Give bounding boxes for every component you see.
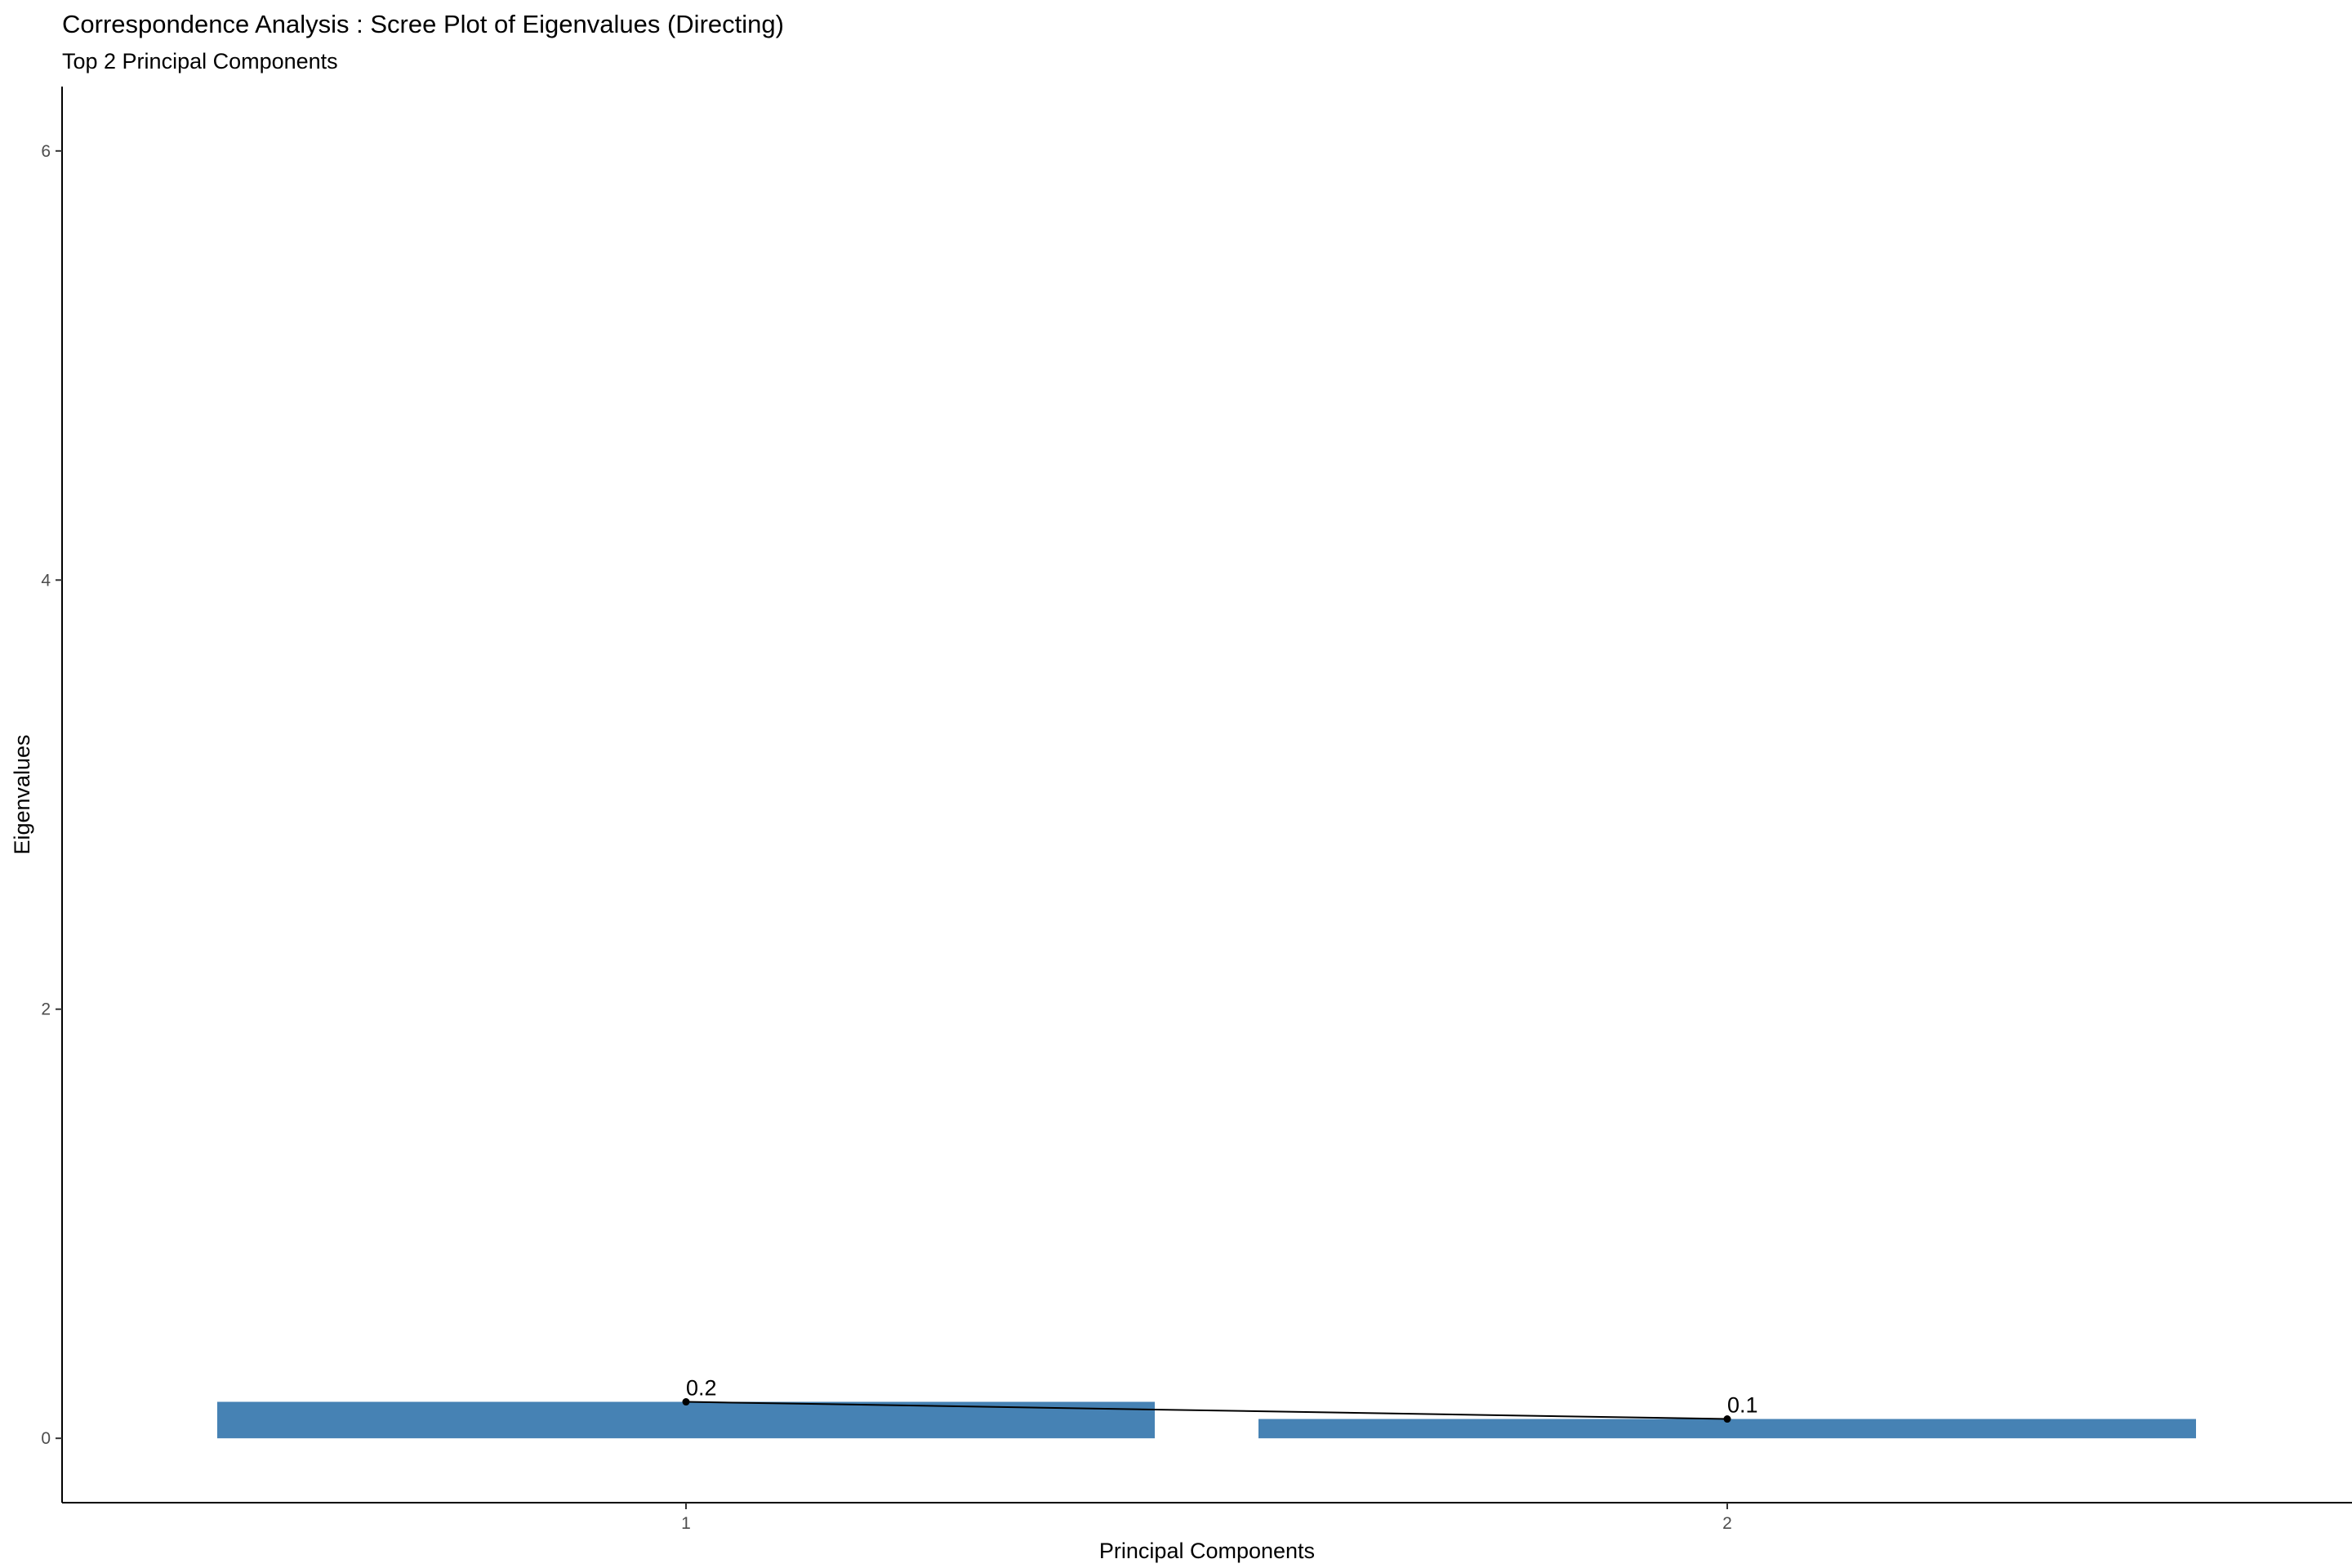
bar-2 [1258,1419,2196,1439]
x-tick-label-1: 1 [681,1514,691,1533]
bar-1 [217,1401,1155,1439]
y-tick-label-0: 0 [41,1429,51,1448]
x-tick-label-2: 2 [1722,1514,1732,1533]
y-axis-title: Eigenvalues [10,734,34,854]
y-tick-label-6: 6 [41,142,51,161]
chart-title: Correspondence Analysis : Scree Plot of … [62,10,784,38]
eigenvalue-line [685,1401,1728,1420]
chart-subtitle: Top 2 Principal Components [62,49,338,74]
plot-area: 0.2 0.1 [217,1376,2196,1439]
x-axis-title: Principal Components [1099,1539,1315,1563]
line-point-1 [682,1398,690,1406]
y-tick-label-2: 2 [41,1000,51,1019]
y-axis-ticks: 0 2 4 6 [41,142,62,1448]
data-label-1: 0.2 [686,1376,717,1401]
y-tick-label-4: 4 [41,571,51,590]
data-label-2: 0.1 [1727,1393,1758,1418]
line-point-2 [1723,1415,1731,1423]
